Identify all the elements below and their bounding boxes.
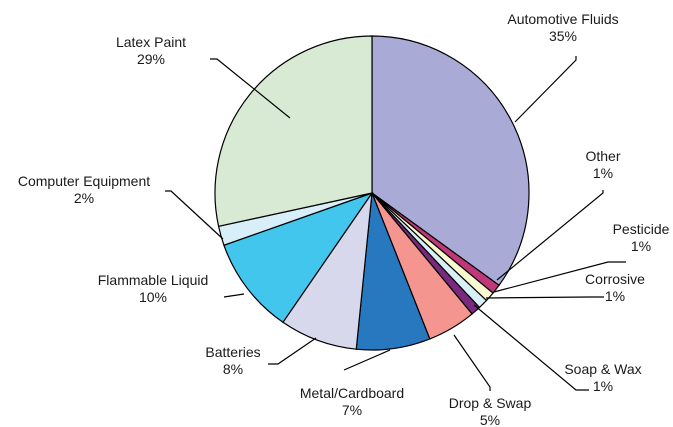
- slice-label-name: Drop & Swap: [449, 395, 532, 411]
- leader-line: [343, 349, 391, 371]
- slice-label-percent: 10%: [139, 289, 167, 305]
- slice-label-percent: 7%: [342, 402, 362, 418]
- pie-slice-latex-paint: [214, 35, 373, 228]
- pie-slice-flammable-liquid: [223, 191, 374, 324]
- leader-line: [165, 190, 224, 240]
- slice-label-percent: 1%: [593, 165, 613, 181]
- slice-label-percent: 1%: [605, 288, 625, 304]
- pie-slice-automotive-fluids: [371, 35, 530, 287]
- slice-label-percent: 35%: [549, 28, 577, 44]
- slice-label-name: Pesticide: [613, 221, 670, 237]
- leader-line: [453, 334, 491, 391]
- leader-line: [223, 293, 245, 298]
- leader-line: [514, 56, 577, 123]
- slice-label-percent: 1%: [593, 378, 613, 394]
- slice-label-percent: 2%: [74, 190, 94, 206]
- leader-lines: [165, 56, 626, 391]
- slice-label-name: Flammable Liquid: [98, 272, 209, 288]
- pie-slices: [214, 35, 530, 351]
- slice-label-name: Other: [585, 148, 620, 164]
- leader-line: [210, 58, 291, 119]
- leader-line: [496, 190, 604, 281]
- slice-label-name: Computer Equipment: [18, 173, 150, 189]
- slice-labels: Automotive Fluids35%Other1%Pesticide1%Co…: [18, 11, 670, 427]
- leader-line: [493, 261, 626, 293]
- leader-line: [485, 296, 604, 299]
- leader-line: [473, 304, 589, 391]
- slice-label-name: Automotive Fluids: [507, 11, 618, 27]
- slice-label-percent: 1%: [631, 238, 651, 254]
- slice-label-name: Soap & Wax: [564, 361, 641, 377]
- slice-label-name: Metal/Cardboard: [300, 385, 404, 401]
- slice-label-name: Corrosive: [585, 271, 645, 287]
- slice-label-percent: 29%: [137, 51, 165, 67]
- slice-label-name: Latex Paint: [116, 34, 186, 50]
- slice-label-percent: 5%: [480, 412, 500, 427]
- slice-label-name: Batteries: [205, 344, 260, 360]
- leader-line: [268, 337, 317, 365]
- slice-label-percent: 8%: [223, 361, 243, 377]
